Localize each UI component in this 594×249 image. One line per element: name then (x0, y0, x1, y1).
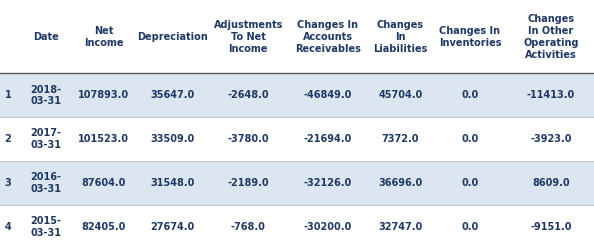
Text: 4: 4 (5, 222, 11, 232)
Text: 33509.0: 33509.0 (150, 134, 194, 144)
Text: Changes
In Other
Operating
Activities: Changes In Other Operating Activities (523, 14, 579, 60)
Text: 101523.0: 101523.0 (78, 134, 129, 144)
Text: 82405.0: 82405.0 (81, 222, 126, 232)
Text: 87604.0: 87604.0 (81, 178, 126, 188)
Text: 2: 2 (5, 134, 11, 144)
Text: 0.0: 0.0 (462, 90, 479, 100)
Text: 35647.0: 35647.0 (150, 90, 194, 100)
Text: 2016-
03-31: 2016- 03-31 (31, 172, 62, 194)
Text: 45704.0: 45704.0 (378, 90, 422, 100)
Text: -2189.0: -2189.0 (228, 178, 269, 188)
Text: -2648.0: -2648.0 (228, 90, 269, 100)
Bar (0, 0, 594, 73)
Text: 32747.0: 32747.0 (378, 222, 422, 232)
Bar (0, 73, 594, 117)
Text: 8609.0: 8609.0 (532, 178, 570, 188)
Text: -11413.0: -11413.0 (527, 90, 575, 100)
Text: -46849.0: -46849.0 (304, 90, 352, 100)
Text: Changes In
Accounts
Receivables: Changes In Accounts Receivables (295, 20, 361, 54)
Text: 2015-
03-31: 2015- 03-31 (31, 216, 62, 238)
Text: -21694.0: -21694.0 (304, 134, 352, 144)
Text: 0.0: 0.0 (462, 134, 479, 144)
Text: -3780.0: -3780.0 (228, 134, 269, 144)
Text: -9151.0: -9151.0 (530, 222, 572, 232)
Text: 3: 3 (5, 178, 11, 188)
Text: 107893.0: 107893.0 (78, 90, 129, 100)
Bar (0, 205, 594, 249)
Text: 36696.0: 36696.0 (378, 178, 422, 188)
Text: 2018-
03-31: 2018- 03-31 (30, 85, 62, 106)
Text: -32126.0: -32126.0 (304, 178, 352, 188)
Text: 27674.0: 27674.0 (150, 222, 194, 232)
Text: Adjustments
To Net
Income: Adjustments To Net Income (214, 20, 283, 54)
Text: 1: 1 (5, 90, 11, 100)
Bar (0, 161, 594, 205)
Bar (0, 117, 594, 161)
Text: Changes
In
Liabilities: Changes In Liabilities (373, 20, 428, 54)
Text: 31548.0: 31548.0 (150, 178, 194, 188)
Text: Depreciation: Depreciation (137, 32, 207, 42)
Text: 2017-
03-31: 2017- 03-31 (31, 128, 62, 150)
Text: Changes In
Inventories: Changes In Inventories (439, 26, 501, 48)
Text: Net
Income: Net Income (84, 26, 124, 48)
Text: 0.0: 0.0 (462, 178, 479, 188)
Text: -768.0: -768.0 (231, 222, 266, 232)
Text: -3923.0: -3923.0 (530, 134, 572, 144)
Text: -30200.0: -30200.0 (304, 222, 352, 232)
Text: 0.0: 0.0 (462, 222, 479, 232)
Text: Date: Date (33, 32, 59, 42)
Text: 7372.0: 7372.0 (382, 134, 419, 144)
